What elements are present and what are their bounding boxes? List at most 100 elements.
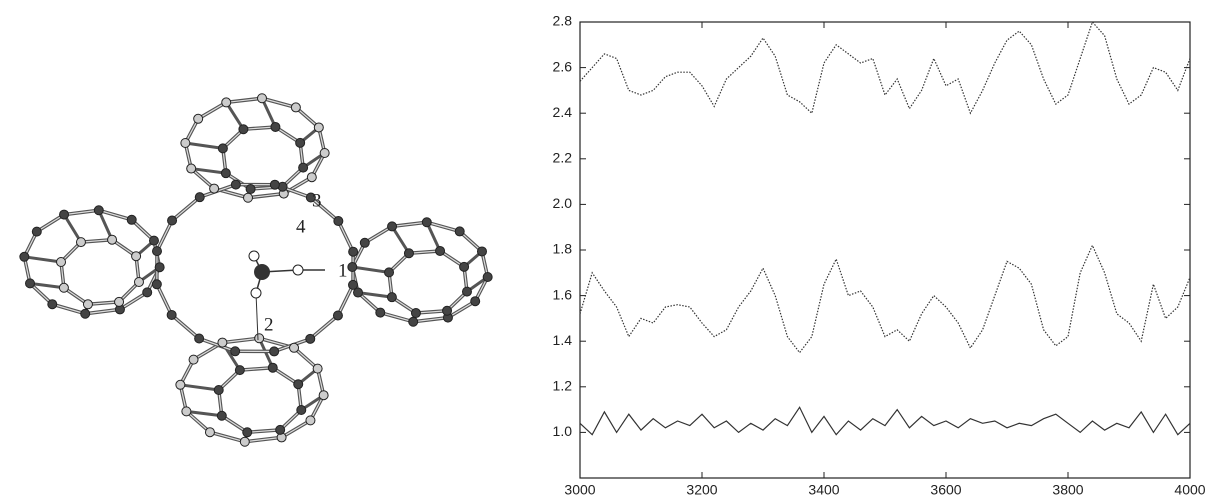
bond: [390, 225, 411, 255]
atom: [296, 404, 307, 415]
site-label: 4: [296, 216, 306, 237]
atom: [186, 163, 197, 174]
atom: [384, 267, 395, 278]
bond-core: [36, 214, 65, 233]
atom: [408, 316, 419, 327]
bond-core: [98, 209, 132, 221]
atom: [375, 307, 386, 318]
bond-core: [415, 310, 448, 314]
data-line: [579, 243, 1191, 354]
bond-core: [52, 303, 86, 315]
y-tick-label: 1.0: [553, 423, 573, 439]
bond-core: [197, 101, 227, 120]
atom: [387, 221, 398, 232]
atom: [245, 184, 256, 195]
site-label: 2: [264, 314, 274, 335]
bond-core: [221, 415, 248, 433]
atom: [270, 121, 281, 132]
y-tick-label: 2.2: [553, 150, 573, 166]
y-tick-label: 1.2: [553, 378, 573, 394]
atom: [289, 342, 300, 353]
atom: [254, 264, 270, 280]
bond-core: [391, 221, 427, 228]
atom: [250, 287, 262, 299]
atom: [421, 217, 432, 228]
bond: [255, 292, 259, 341]
atom: [154, 262, 165, 273]
atom: [293, 379, 304, 390]
atom: [47, 299, 58, 310]
bond-core: [226, 97, 263, 104]
atom: [58, 282, 69, 293]
y-tick-label: 1.4: [553, 332, 573, 348]
atom: [31, 226, 42, 237]
atom: [476, 246, 487, 257]
atom: [290, 102, 301, 113]
bond: [224, 101, 245, 131]
bond: [357, 291, 393, 299]
bond: [260, 97, 277, 128]
bond-core: [261, 97, 297, 108]
atom: [59, 209, 70, 220]
atom: [312, 363, 323, 374]
atom: [306, 172, 317, 183]
bond-core: [29, 282, 53, 305]
atom: [133, 276, 144, 287]
atom: [267, 362, 278, 373]
atom: [204, 427, 215, 438]
atom: [114, 296, 125, 307]
bond-core: [156, 220, 173, 252]
atom: [194, 192, 205, 203]
bond-core: [295, 106, 320, 128]
atom: [93, 205, 104, 216]
bond-core: [243, 126, 276, 130]
x-tick-label: 3600: [930, 482, 961, 498]
atom: [269, 179, 280, 190]
atom: [188, 354, 199, 365]
y-tick-label: 2.6: [553, 58, 573, 74]
bond-core: [293, 347, 319, 370]
atom: [305, 192, 316, 203]
bond: [185, 141, 224, 150]
bond-core: [337, 220, 354, 252]
bond-core: [380, 312, 414, 323]
bond-core: [63, 209, 99, 216]
atom: [295, 137, 306, 148]
atom: [181, 406, 192, 417]
atom: [248, 250, 260, 262]
atom: [213, 385, 224, 396]
bond-core: [247, 192, 284, 199]
atom: [348, 279, 359, 290]
atom: [131, 251, 142, 262]
bond-core: [80, 239, 113, 243]
atom: [410, 308, 421, 319]
atom: [313, 122, 324, 133]
bond: [425, 221, 442, 252]
atom: [319, 147, 330, 158]
atom: [275, 424, 286, 435]
bond-core: [408, 250, 441, 254]
atom: [242, 427, 253, 438]
atom: [56, 257, 67, 268]
atom: [239, 436, 250, 447]
bond-core: [171, 196, 201, 221]
atom: [209, 183, 220, 194]
bond-core: [190, 168, 215, 190]
bond-core: [198, 337, 236, 352]
atom: [243, 192, 254, 203]
atom: [75, 237, 86, 248]
bond-core: [131, 219, 155, 242]
atom: [347, 262, 358, 273]
atom: [216, 410, 227, 421]
atom: [175, 379, 186, 390]
bond-core: [426, 221, 460, 232]
bond-core: [364, 225, 393, 244]
bond: [352, 265, 390, 274]
atom: [298, 162, 309, 173]
atom: [359, 237, 370, 248]
atom: [403, 248, 414, 259]
atom: [435, 245, 446, 256]
bond-core: [222, 337, 260, 344]
x-tick-label: 3000: [564, 482, 595, 498]
